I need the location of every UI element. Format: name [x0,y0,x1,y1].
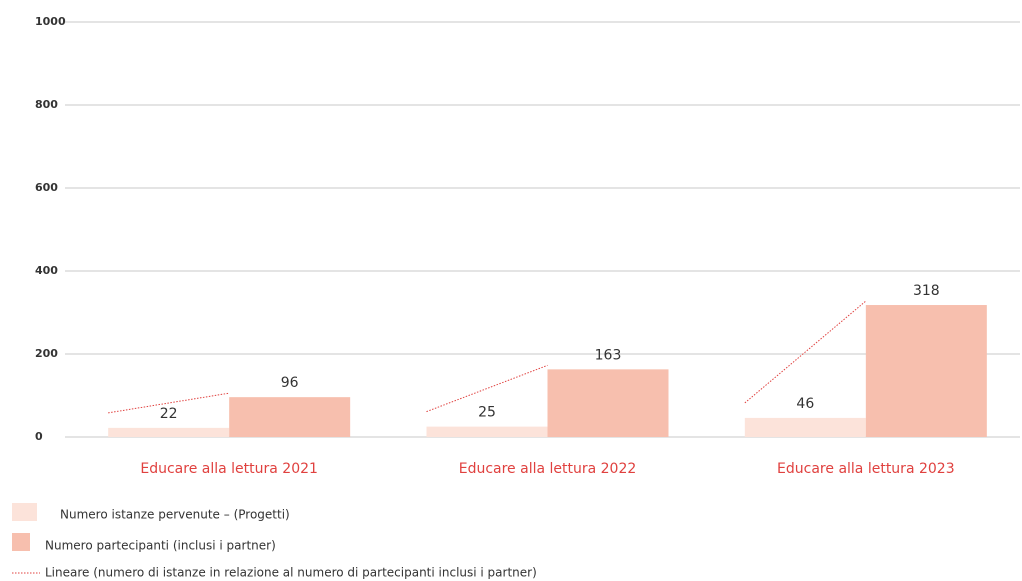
y-tick-label: 600 [35,181,58,194]
value-label: 46 [796,396,814,412]
x-tick-label: Educare alla lettura 2021 [140,461,318,477]
x-tick-label: Educare alla lettura 2023 [777,461,955,477]
y-tick-label: 800 [35,98,58,111]
y-tick-label: 1000 [35,15,66,28]
legend-label: Numero istanze pervenute – (Progetti) [60,508,290,522]
legend-label: Numero partecipanti (inclusi i partner) [45,539,276,553]
y-tick-label: 400 [35,264,58,277]
value-label: 318 [913,283,940,299]
value-label: 22 [160,406,178,422]
legend-swatch [12,533,30,551]
bar [108,427,230,437]
x-tick-label: Educare alla lettura 2022 [459,461,637,477]
legend-swatch [12,503,37,521]
trendline [426,364,548,413]
bar [426,426,548,437]
value-label: 96 [281,375,299,391]
bar [865,305,987,437]
bar [744,417,866,437]
value-label: 163 [595,347,622,363]
legend-label: Lineare (numero di istanze in relazione … [45,566,537,580]
y-tick-label: 0 [35,430,43,443]
y-tick-label: 200 [35,347,58,360]
bar [229,397,351,437]
trendline [744,300,867,404]
trendline [108,392,230,414]
bar [547,369,669,437]
value-label: 25 [478,405,496,421]
